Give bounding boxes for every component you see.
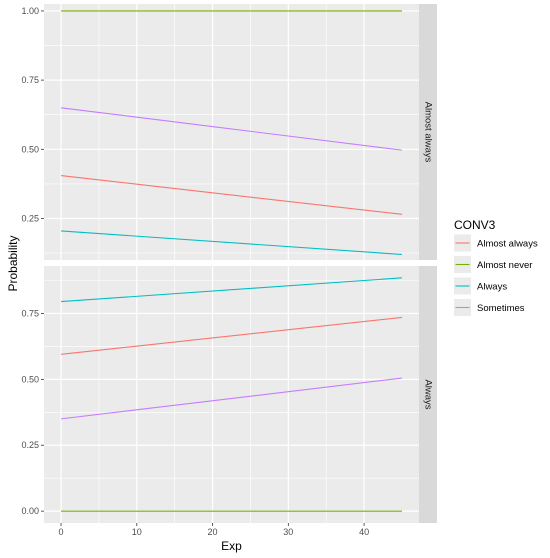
- y-tick-label: 1.00: [21, 6, 39, 16]
- y-tick-label: 0.75: [21, 75, 39, 85]
- series-line-sometimes: [60, 107, 403, 151]
- y-axis-title: Probability: [6, 235, 20, 291]
- facet-strip-label: Always: [423, 379, 434, 409]
- facet-strip: [419, 4, 437, 260]
- facet-strip: [419, 266, 437, 523]
- series-line-sometimes: [60, 377, 403, 420]
- series-line-almost-always: [60, 175, 403, 215]
- y-tick-label: 0.50: [21, 374, 39, 384]
- y-tick-label: 0.25: [21, 213, 39, 223]
- legend-label: Almost never: [477, 260, 532, 271]
- panel-1: 0.25 0.50 0.75 1.00 Almost always: [21, 4, 437, 260]
- y-tick-label: 0.50: [21, 144, 39, 154]
- panel-background: [44, 266, 419, 523]
- x-tick-label: 0: [59, 527, 64, 537]
- facet-strip-label: Almost always: [423, 102, 434, 163]
- panel-2: 0.00 0.25 0.50 0.75 Always: [21, 266, 437, 523]
- chart-panels: 0.25 0.50 0.75 1.00 Almost always 0.00 0.25 0.5…: [21, 4, 437, 537]
- legend-label: Almost always: [477, 239, 538, 250]
- series-line-always: [61, 277, 402, 303]
- series-line-always: [61, 230, 402, 256]
- legend-item: Always: [454, 277, 507, 295]
- x-tick-label: 20: [208, 527, 218, 537]
- legend-label: Sometimes: [477, 303, 525, 314]
- legend-label: Always: [477, 282, 507, 293]
- legend-items: Almost always Almost never Always Sometimes: [454, 234, 538, 316]
- y-tick-label: 0.25: [21, 440, 39, 450]
- x-tick-label: 10: [132, 527, 142, 537]
- y-tick-label: 0.00: [21, 506, 39, 516]
- y-tick-label: 0.75: [21, 308, 39, 318]
- legend-title: CONV3: [454, 218, 496, 232]
- legend-item: Almost always: [454, 234, 538, 252]
- x-axis-title: Exp: [221, 539, 242, 553]
- panel-background: [44, 4, 419, 260]
- x-tick-label: 40: [359, 527, 369, 537]
- legend-item: Sometimes: [454, 299, 525, 316]
- legend-item: Almost never: [454, 256, 532, 273]
- x-tick-label: 30: [283, 527, 293, 537]
- legend: CONV3 Almost always Almost never Always Som…: [454, 218, 538, 316]
- series-line-almost-always: [60, 316, 403, 355]
